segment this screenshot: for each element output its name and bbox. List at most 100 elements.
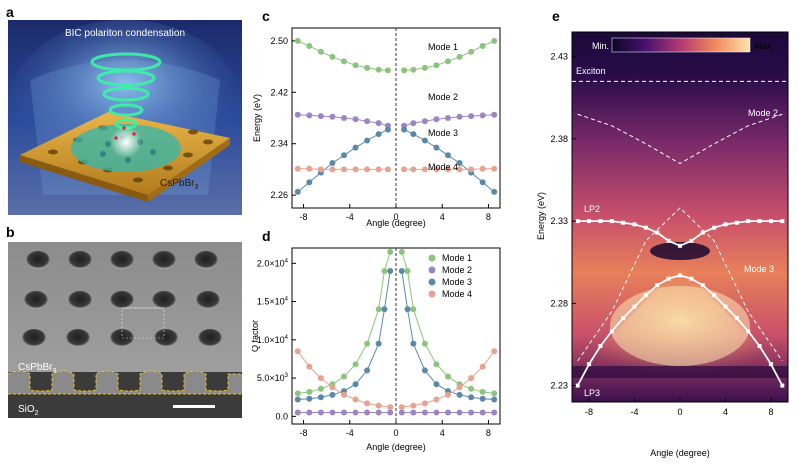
panel-a-title: BIC polariton condensation [65,28,185,39]
panel-e-xtick-label: 4 [723,407,728,417]
panel-c-point [410,66,417,73]
panel-d-point [433,396,440,403]
panel-e-xtick-label: -8 [585,407,593,417]
panel-c-point [479,165,486,172]
panel-c-point [306,112,313,119]
panel-c-point [491,188,498,195]
panel-c-xtick-label: 4 [440,212,445,222]
panel-c-xtick-label: -4 [346,212,354,222]
panel-e-line-mode-2 [577,113,783,165]
panel-d-point [381,267,388,274]
panel-d-point [387,267,394,274]
panel-c-point [329,113,336,120]
panel-a-letter: a [6,4,14,20]
panel-c-xlabel: Angle (degree) [366,218,426,228]
panel-c-point [468,113,475,120]
panel-c-point [479,179,486,186]
panel-d-point [317,385,324,392]
panel-c-xtick-label: -8 [300,212,308,222]
panel-e-point [757,219,762,224]
panel-d-point [398,404,405,411]
panel-e-point [666,238,671,243]
panel-d-point [491,390,498,397]
panel-d-legend-marker [428,254,436,262]
panel-d-legend-label: Mode 1 [442,253,472,263]
panel-c-point [384,67,391,74]
panel-c-point [401,67,408,74]
panel-d-point [341,409,347,416]
panel-c-point [456,113,463,120]
panel-d-point [398,248,405,255]
panel-c-label-mode4: Mode 4 [428,162,458,172]
panel-d-point [479,363,486,370]
panel-d-point [421,409,428,416]
panel-e-point [621,220,626,225]
panel-d-ytick-label: 1.0×104 [257,335,289,345]
panel-d-point [445,409,451,416]
panel-d-point [479,388,486,395]
panel-c-point [468,166,475,173]
panel-c-ytick-label: 2.42 [270,87,288,97]
panel-d-point [491,409,498,416]
panel-c-point [375,166,382,173]
panel-d-point [381,306,388,313]
panel-c-point [375,131,382,138]
panel-e-point [734,316,739,321]
panel-e-ylabel: Energy (eV) [536,192,546,240]
panel-e-point [655,283,660,288]
panel-c-point [491,111,498,118]
panel-c-point [456,53,463,60]
panel-c-point [294,37,301,44]
panel-e-point [632,222,637,227]
panel-e-point [780,383,785,388]
colorbar [611,37,751,53]
panel-c-point [401,166,408,173]
panel-d-point [317,394,324,401]
panel-c-point [329,166,336,173]
panel-c-point [364,64,371,71]
panel-b-letter: b [6,224,15,240]
panel-d-point [294,390,301,397]
panel-d-series-line [297,270,391,401]
panel-d-point [456,409,463,416]
panel-d-point [364,400,371,407]
panel-e-point [768,362,773,367]
panel-d-legend-label: Mode 4 [442,289,472,299]
panel-c-point [456,160,463,166]
panel-d-point [352,361,359,368]
panel-d-xtick-label: 8 [486,428,491,438]
panel-c-point [317,48,324,55]
panel-d-legend-marker [428,290,436,298]
panel-e-point [723,304,728,309]
panel-e-point [621,316,626,321]
panel-d-point [352,381,359,388]
panel-c-ytick-label: 2.26 [270,190,288,200]
panel-c-point [341,58,347,65]
panel-d-point [445,373,451,380]
panel-e-point [768,219,773,224]
panel-d-point [421,367,428,374]
panel-d-point [306,395,313,402]
panel-c-point [341,152,347,159]
panel-d-point [456,391,463,398]
panel-d-point [468,394,475,401]
panel-c-point [364,118,371,125]
panel-e-chart: Min. Max. 2.43 2.38 2.33 2.28 2.23 -8 -4 0 4 8 E… [536,31,789,458]
panel-d-point [398,267,405,274]
panel-d-point [468,409,475,416]
scale-bar [173,405,215,408]
panel-e-point [689,238,694,243]
panel-c-point [375,66,382,73]
panel-b-material: CsPbBr3 [18,362,56,375]
panel-c-point [352,166,359,173]
label-exciton: Exciton [576,66,606,76]
panel-d-series-line [297,251,391,394]
panel-d-point [491,348,498,355]
panel-c-point [317,113,324,120]
panel-c-point [445,166,451,173]
panel-e-xtick-label: -4 [631,407,639,417]
panel-c-point [306,43,313,49]
panel-c-point [491,37,498,44]
panel-d-ytick-label: 2.0×104 [257,258,289,268]
panel-e-point [757,344,762,349]
